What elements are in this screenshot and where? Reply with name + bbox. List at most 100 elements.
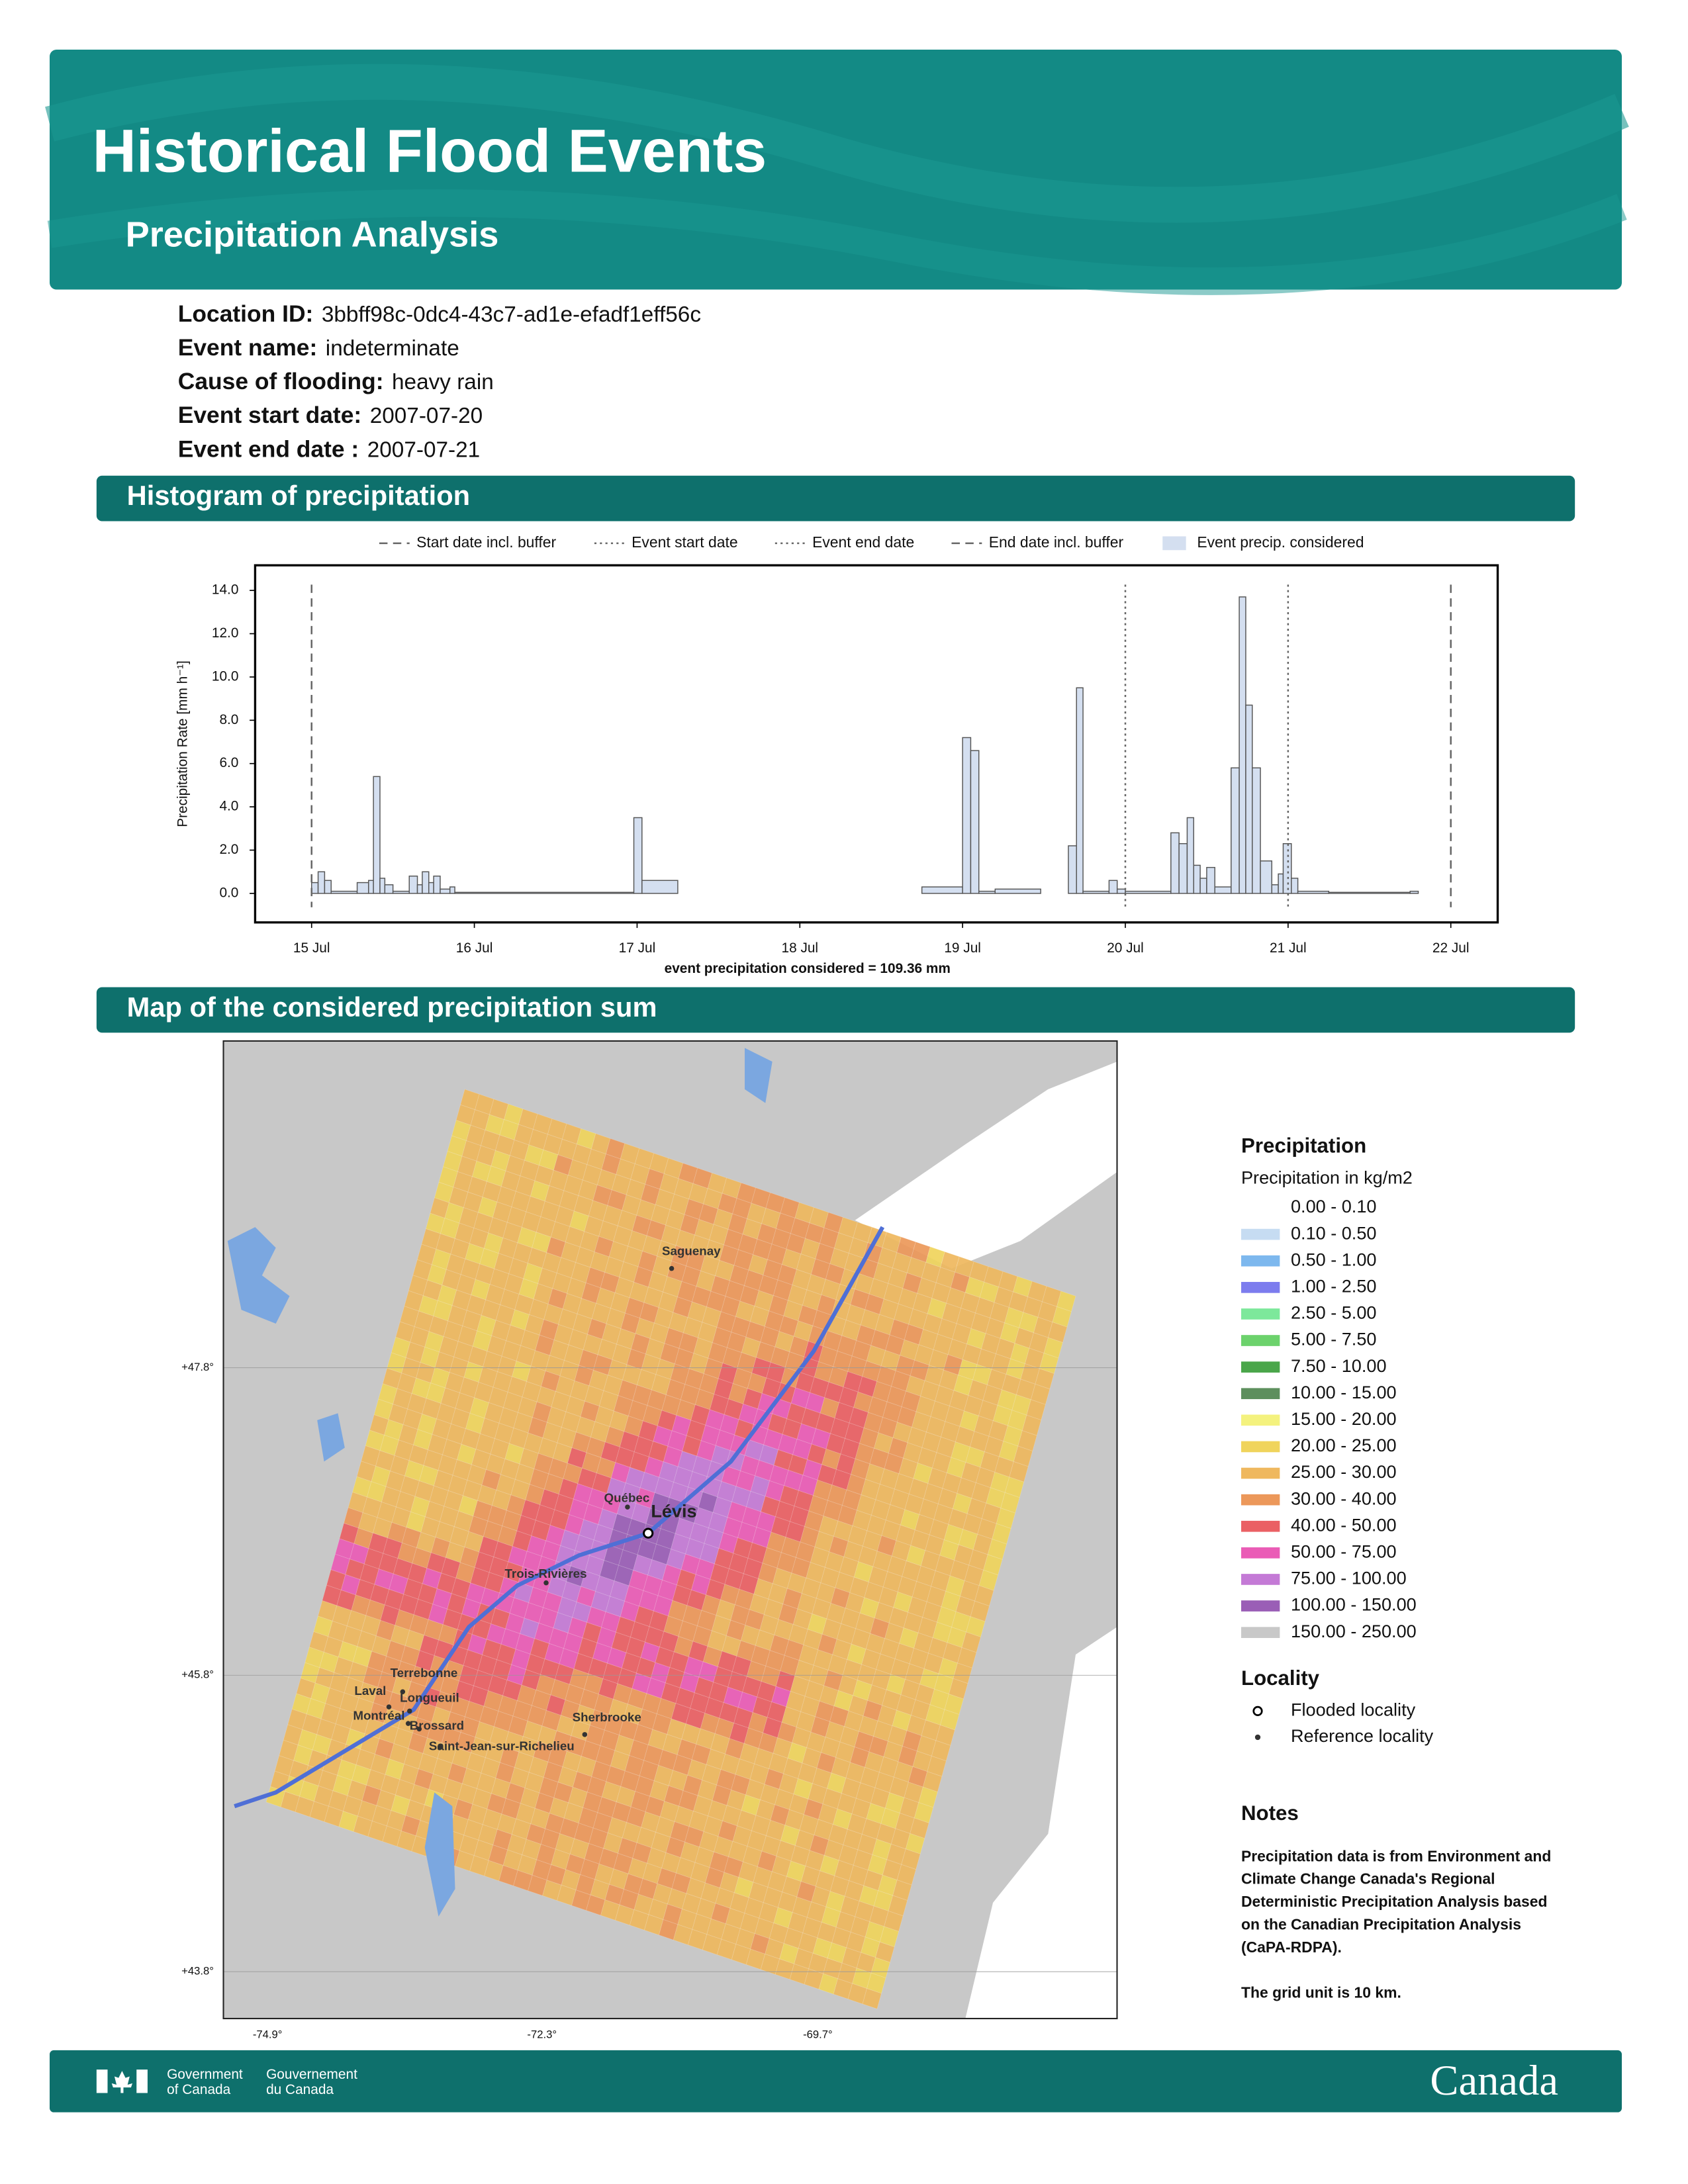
bar xyxy=(368,880,374,894)
bar xyxy=(1170,832,1180,894)
bar xyxy=(1328,891,1411,894)
bar xyxy=(373,776,381,894)
city-label: Saint-Jean-sur-Richelieu xyxy=(429,1739,575,1753)
footer-text: Government xyxy=(167,2067,243,2082)
bar xyxy=(440,888,451,894)
legend-marker xyxy=(1254,1734,1261,1741)
legend-label: 100.00 - 150.00 xyxy=(1291,1594,1417,1615)
info-label: Event end date : xyxy=(178,436,359,463)
legend-swatch xyxy=(1241,1308,1280,1320)
legend-swatch xyxy=(1241,1255,1280,1267)
legend-swatch xyxy=(1241,1281,1280,1293)
legend-swatch xyxy=(1241,1547,1280,1559)
notes-text: (CaPA-RDPA). xyxy=(1241,1938,1342,1956)
page-title: Historical Flood Events xyxy=(93,118,767,185)
legend-label: Start date incl. buffer xyxy=(416,533,556,551)
city-label: Québec xyxy=(604,1491,650,1505)
lake xyxy=(424,1792,455,1917)
bar xyxy=(1082,890,1110,894)
legend-swatch xyxy=(1241,1388,1280,1400)
bar xyxy=(1271,884,1279,894)
x-tick-label: 19 Jul xyxy=(944,940,981,956)
bar xyxy=(454,891,635,894)
lon-label: -72.3° xyxy=(527,2028,557,2040)
legend-label: 40.00 - 50.00 xyxy=(1291,1514,1397,1535)
y-axis-label: Precipitation Rate [mm h⁻¹] xyxy=(175,660,191,827)
legend-swatch xyxy=(1241,1627,1280,1638)
reference-locality xyxy=(669,1265,675,1271)
bar xyxy=(633,817,643,894)
legend-label: 0.50 - 1.00 xyxy=(1291,1249,1376,1269)
lat-label: +45.8° xyxy=(181,1668,214,1681)
maple-leaf xyxy=(111,2071,132,2093)
reference-locality xyxy=(625,1504,630,1510)
x-tick-label: 21 Jul xyxy=(1270,940,1307,956)
info-label: Event name: xyxy=(178,334,318,361)
legend-label: 50.00 - 75.00 xyxy=(1291,1541,1397,1562)
bar xyxy=(1076,687,1084,894)
map-axes: +47.8° +45.8° +43.8° -74.9° -72.3° -69.7° xyxy=(181,1361,833,2040)
bar xyxy=(330,890,358,894)
legend-label: 5.00 - 7.50 xyxy=(1291,1329,1376,1349)
bar xyxy=(1260,860,1272,894)
legend-swatch xyxy=(1241,1202,1280,1214)
legend-marker xyxy=(1252,1706,1263,1717)
legend-label: 1.00 - 2.50 xyxy=(1291,1275,1376,1296)
legend-swatch xyxy=(1241,1441,1280,1453)
x-tick-label: 18 Jul xyxy=(781,940,818,956)
bar xyxy=(317,871,326,894)
histogram: 0.0 2.0 4.0 6.0 8.0 10.0 12.0 14.0 15 Jul 16 Jul 1… xyxy=(175,533,1499,976)
footer-text: of Canada xyxy=(167,2082,231,2097)
section-title: Map of the considered precipitation sum xyxy=(127,991,657,1023)
section-bar xyxy=(96,987,1575,1033)
notes-text: Climate Change Canada's Regional xyxy=(1241,1870,1495,1888)
section-bar xyxy=(96,475,1575,522)
bar xyxy=(1108,880,1118,894)
bar xyxy=(1409,890,1419,894)
legend-subtitle: Precipitation in kg/m2 xyxy=(1241,1167,1413,1187)
legend-label: Event precip. considered xyxy=(1197,533,1364,551)
legend-label: 30.00 - 40.00 xyxy=(1291,1488,1397,1508)
bar xyxy=(310,882,319,894)
lat-label: +47.8° xyxy=(181,1361,214,1373)
info-value: indeterminate xyxy=(326,336,459,361)
bar xyxy=(1278,873,1284,894)
city-label: Terrebonne xyxy=(391,1666,458,1680)
chart-annotation: event precipitation considered = 109.36 … xyxy=(665,961,951,976)
bar xyxy=(408,876,418,894)
legend-swatch xyxy=(1241,1494,1280,1506)
x-tick-label: 17 Jul xyxy=(619,940,656,956)
lon-label: -69.7° xyxy=(803,2028,833,2040)
river xyxy=(234,1226,885,1809)
estuary xyxy=(855,1062,1117,1269)
reference-locality xyxy=(582,1732,588,1737)
header-wave xyxy=(45,64,1629,223)
bar xyxy=(1186,817,1194,894)
x-tick-label: 20 Jul xyxy=(1107,940,1144,956)
legend-title: Locality xyxy=(1241,1666,1320,1690)
bar xyxy=(1231,767,1240,894)
legend-swatch xyxy=(1241,1414,1280,1426)
legend-label: Reference locality xyxy=(1291,1725,1434,1746)
city-label: Trois-Rivières xyxy=(505,1567,587,1580)
y-tick-label: 6.0 xyxy=(219,755,238,770)
legend-label: Event end date xyxy=(812,533,914,551)
reference-locality xyxy=(416,1726,422,1732)
footer-bar xyxy=(50,2050,1622,2113)
grid-cell xyxy=(862,1988,882,2009)
bar xyxy=(1291,878,1299,894)
bar xyxy=(1068,845,1077,894)
bar xyxy=(1245,704,1253,894)
bar xyxy=(428,882,434,894)
info-value: 3bbff98c-0dc4-43c7-ad1e-efadf1eff56c xyxy=(322,302,701,327)
legend-label: 150.00 - 250.00 xyxy=(1291,1621,1417,1641)
legend-label: 25.00 - 30.00 xyxy=(1291,1461,1397,1482)
info-row: Event name: indeterminate xyxy=(178,334,459,361)
bar xyxy=(324,880,332,894)
legend-label: 0.00 - 0.10 xyxy=(1291,1196,1376,1216)
bar xyxy=(962,737,972,894)
map-frame xyxy=(222,1040,1118,2020)
page-subtitle: Precipitation Analysis xyxy=(126,215,499,255)
footer-text: du Canada xyxy=(266,2082,334,2097)
